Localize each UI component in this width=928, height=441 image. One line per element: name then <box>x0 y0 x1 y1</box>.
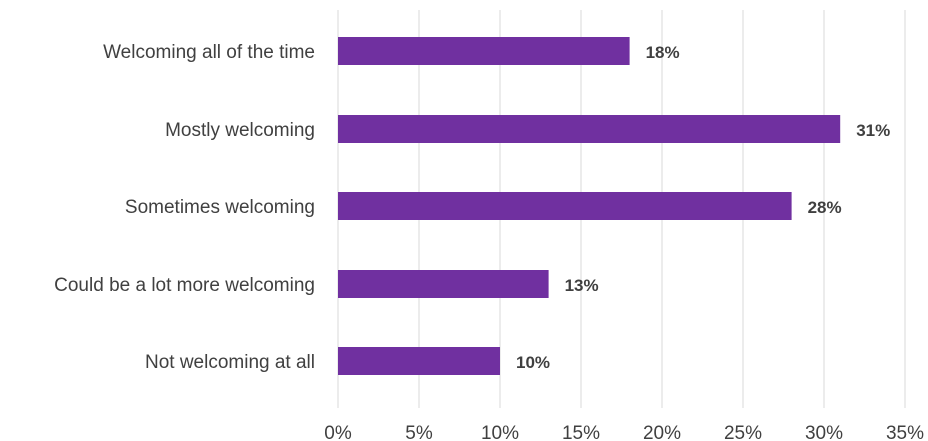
data-label: 10% <box>516 353 550 372</box>
bar <box>338 37 630 65</box>
x-axis-tick-labels: 0% 5% 10% 15% 20% 25% 30% 35% <box>324 423 924 441</box>
bar <box>338 270 549 298</box>
x-tick-label: 35% <box>886 423 924 441</box>
data-label: 28% <box>808 198 842 217</box>
x-tick-label: 20% <box>643 423 681 441</box>
data-labels: 18% 31% 28% 13% 10% <box>516 43 890 372</box>
category-label: Welcoming all of the time <box>103 42 315 63</box>
category-labels: Welcoming all of the time Mostly welcomin… <box>54 42 315 373</box>
data-label: 18% <box>646 43 680 62</box>
category-label: Could be a lot more welcoming <box>54 275 315 296</box>
data-label: 31% <box>856 121 890 140</box>
category-label: Sometimes welcoming <box>125 197 315 218</box>
x-tick-label: 10% <box>481 423 519 441</box>
category-label: Mostly welcoming <box>165 120 315 141</box>
x-tick-label: 5% <box>405 423 433 441</box>
bars <box>338 37 841 375</box>
bar <box>338 192 792 220</box>
bar <box>338 115 841 143</box>
x-tick-label: 0% <box>324 423 352 441</box>
x-tick-label: 30% <box>805 423 843 441</box>
bar <box>338 347 500 375</box>
x-tick-label: 15% <box>562 423 600 441</box>
category-label: Not welcoming at all <box>145 352 315 373</box>
data-label: 13% <box>565 276 599 295</box>
x-tick-label: 25% <box>724 423 762 441</box>
